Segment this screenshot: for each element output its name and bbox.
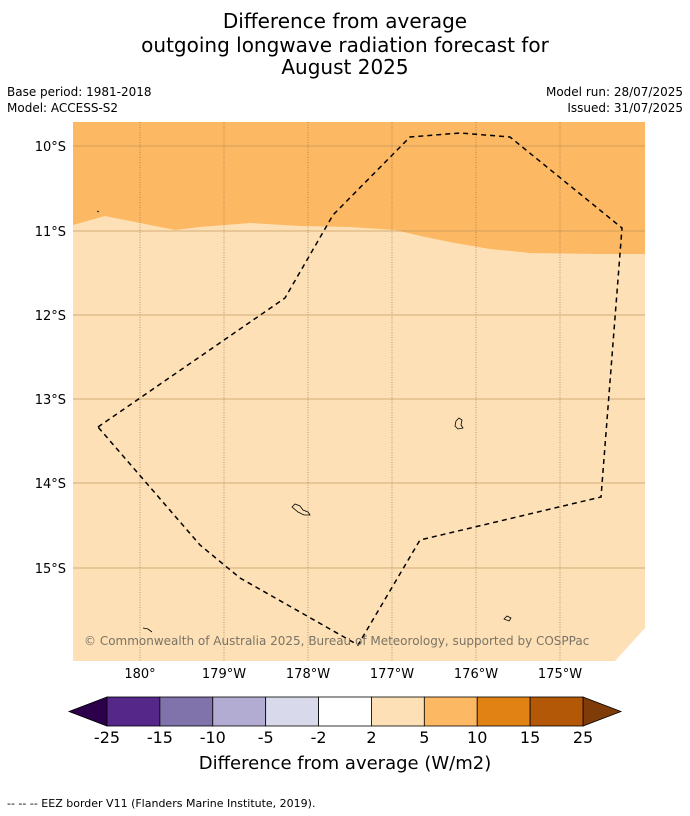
- colorbar-segment: [423, 696, 478, 727]
- colorbar-segment: [371, 696, 425, 727]
- island-outline: [503, 615, 512, 622]
- colorbar-segment: [212, 696, 267, 727]
- lon-tick-label: 178°W: [286, 667, 330, 682]
- lat-tick-label: 14°S: [35, 477, 66, 492]
- eez-legend: -- -- -- EEZ border V11 (Flanders Marine…: [7, 797, 316, 810]
- lon-tick-label: 180°: [124, 667, 155, 682]
- base-period: Base period: 1981-2018: [7, 85, 152, 99]
- island-outline: [291, 503, 311, 516]
- colorbar-segment: [106, 696, 161, 727]
- island-outline: [142, 627, 153, 633]
- forecast-map: © Commonwealth of Australia 2025, Bureau…: [35, 122, 645, 747]
- gridlines: [73, 122, 645, 661]
- map-corner-mask: [615, 628, 645, 661]
- model-run: Model run: 28/07/2025: [545, 85, 683, 99]
- title-line-2: outgoing longwave radiation forecast for: [141, 33, 549, 57]
- colorbar-segment: [159, 696, 214, 727]
- colorbar-tick-label: -15: [147, 728, 173, 747]
- lon-tick-label: 179°W: [202, 667, 246, 682]
- colorbar-extend-low: [67, 696, 108, 727]
- colorbar-tick-label: -25: [94, 728, 120, 747]
- island-outline: [454, 417, 464, 430]
- eez-border: [96, 132, 623, 647]
- island-outline: [96, 210, 100, 213]
- colorbar-tick-label: -5: [258, 728, 274, 747]
- colorbar-tick-label: -2: [311, 728, 327, 747]
- title-line-1: Difference from average: [222, 9, 468, 33]
- colorbar-tick-label: 10: [467, 728, 487, 747]
- meta-left: Base period: 1981-2018 Model: ACCESS-S2: [7, 84, 152, 116]
- lat-tick-label: 12°S: [35, 309, 66, 324]
- colorbar: -25 -15 -10 -5 -2 2 5 10 15 25: [67, 696, 623, 747]
- colorbar-tick-label: -10: [200, 728, 226, 747]
- title-line-3: August 2025: [281, 55, 409, 79]
- lon-tick-label: 177°W: [370, 667, 414, 682]
- lat-tick-label: 13°S: [35, 393, 66, 408]
- colorbar-label: Difference from average (W/m2): [198, 753, 492, 774]
- colorbar-segment: [318, 696, 372, 727]
- colorbar-tick-label: 2: [366, 728, 376, 747]
- lon-tick-label: 175°W: [538, 667, 582, 682]
- lat-tick-label: 10°S: [35, 140, 66, 155]
- copyright-note: © Commonwealth of Australia 2025, Bureau…: [84, 634, 589, 648]
- model-name: Model: ACCESS-S2: [7, 101, 119, 115]
- lon-tick-label: 176°W: [454, 667, 498, 682]
- colorbar-tick-label: 25: [573, 728, 593, 747]
- colorbar-segment: [476, 696, 531, 727]
- colorbar-tick-label: 15: [520, 728, 540, 747]
- colorbar-segment: [265, 696, 319, 727]
- lat-tick-label: 11°S: [35, 225, 66, 240]
- meta-right: Model run: 28/07/2025 Issued: 31/07/2025: [546, 84, 683, 116]
- colorbar-tick-label: 5: [419, 728, 429, 747]
- colorbar-segment: [529, 696, 584, 727]
- issued-date: Issued: 31/07/2025: [567, 101, 683, 115]
- colorbar-extend-high: [582, 696, 623, 727]
- lat-tick-label: 15°S: [35, 562, 66, 577]
